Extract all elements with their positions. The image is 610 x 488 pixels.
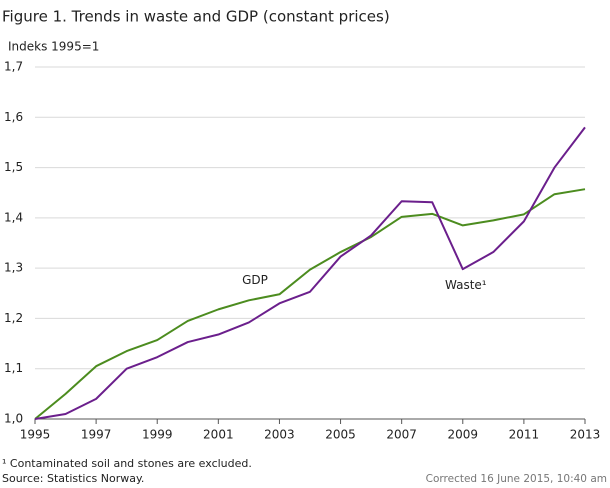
x-tick-label: 2013: [570, 428, 601, 442]
y-tick-label: 1,2: [4, 311, 23, 325]
x-tick-label: 2003: [264, 428, 295, 442]
x-tick-label: 2001: [203, 428, 234, 442]
y-tick-label: 1,0: [4, 412, 23, 426]
y-axis-label: Indeks 1995=1: [8, 40, 99, 54]
x-tick-label: 2011: [509, 428, 540, 442]
source: Source: Statistics Norway.: [2, 472, 144, 485]
y-tick-label: 1,5: [4, 160, 23, 174]
x-tick-label: 1999: [142, 428, 173, 442]
chart-title: Figure 1. Trends in waste and GDP (const…: [2, 8, 390, 26]
y-tick-label: 1,1: [4, 361, 23, 375]
series-label: Waste¹: [445, 278, 487, 292]
corrected-note: Corrected 16 June 2015, 10:40 am: [426, 473, 607, 485]
series-line: [34, 126, 586, 420]
x-tick-label: 2007: [386, 428, 417, 442]
x-tick-label: 2005: [325, 428, 356, 442]
x-tick-label: 1995: [20, 428, 51, 442]
footnote: ¹ Contaminated soil and stones are exclu…: [2, 457, 252, 470]
y-tick-label: 1,4: [4, 210, 23, 224]
y-tick-label: 1,7: [4, 60, 23, 74]
y-tick-label: 1,3: [4, 261, 23, 275]
x-tick-label: 1997: [81, 428, 112, 442]
y-tick-label: 1,6: [4, 110, 23, 124]
x-tick-label: 2009: [448, 428, 479, 442]
series-label: GDP: [242, 273, 268, 287]
series-line: [34, 188, 586, 420]
